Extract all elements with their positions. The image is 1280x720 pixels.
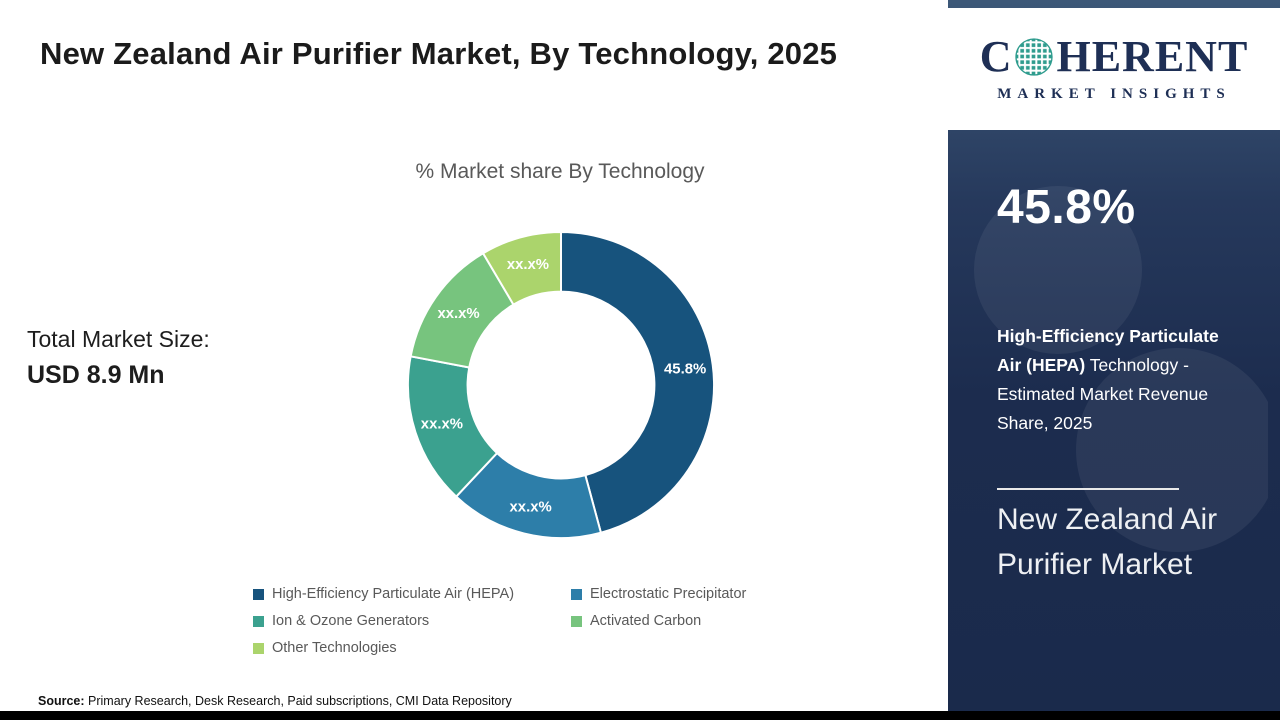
- source-text: Primary Research, Desk Research, Paid su…: [88, 694, 512, 708]
- legend-label: Ion & Ozone Generators: [272, 613, 430, 629]
- brand-logo: C HERENT MARKET INSIGHTS: [948, 8, 1280, 130]
- market-title: New Zealand Air Purifier Market: [997, 503, 1218, 581]
- donut-segment-5[interactable]: [481, 230, 562, 306]
- source-label: Source:: [38, 694, 85, 708]
- globe-icon: [1015, 38, 1054, 76]
- headline-stat-description: High-Efficiency Particulate Air (HEPA) T…: [997, 322, 1237, 438]
- page-title: New Zealand Air Purifier Market, By Tech…: [40, 36, 838, 71]
- legend-item-4[interactable]: Activated Carbon: [571, 613, 801, 629]
- world-map-texture: [974, 186, 1268, 552]
- legend-label: Other Technologies: [272, 640, 397, 656]
- chart-legend: High-Efficiency Particulate Air (HEPA) El…: [253, 586, 801, 656]
- logo-text-prefix: C: [979, 32, 1013, 81]
- stat-description-rest: Technology - Estimated Market Revenue Sh…: [997, 354, 1209, 433]
- donut-segment-label: xx.x%: [421, 417, 463, 433]
- legend-swatch: [571, 615, 582, 627]
- logo-text-suffix: HERENT: [1056, 32, 1249, 81]
- legend-label: High-Efficiency Particulate Air (HEPA): [272, 586, 515, 602]
- main-panel: New Zealand Air Purifier Market, By Tech…: [27, 36, 838, 708]
- legend-item-3[interactable]: Ion & Ozone Generators: [253, 613, 571, 629]
- donut-segment-label: xx.x%: [510, 499, 552, 515]
- donut-segment-label: xx.x%: [507, 257, 549, 273]
- source-line: Source: Primary Research, Desk Research,…: [38, 694, 512, 708]
- legend-label: Activated Carbon: [590, 613, 702, 629]
- total-market-block: Total Market Size: USD 8.9 Mn: [27, 326, 210, 390]
- legend-swatch: [253, 642, 264, 654]
- legend-swatch: [571, 588, 582, 600]
- legend-swatch: [253, 615, 264, 627]
- brand-logo-subtitle: MARKET INSIGHTS: [997, 86, 1231, 102]
- total-market-label: Total Market Size:: [27, 326, 210, 352]
- legend-item-2[interactable]: Electrostatic Precipitator: [571, 586, 801, 602]
- legend-swatch: [253, 588, 264, 600]
- sidebar-divider: [997, 488, 1179, 490]
- brand-logo-wordmark: C HERENT: [980, 35, 1249, 79]
- donut-chart-container: 45.8% xx.x% xx.x% xx.x% xx.x%: [402, 226, 720, 544]
- legend-item-1[interactable]: High-Efficiency Particulate Air (HEPA): [253, 586, 571, 602]
- total-market-value: USD 8.9 Mn: [27, 361, 165, 389]
- donut-chart: 45.8% xx.x% xx.x% xx.x% xx.x%: [406, 230, 715, 540]
- donut-segment-1[interactable]: [560, 230, 715, 534]
- legend-label: Electrostatic Precipitator: [590, 586, 747, 602]
- headline-stat: 45.8%: [997, 181, 1136, 234]
- donut-segment-label: xx.x%: [437, 306, 479, 322]
- bottom-accent-bar: [0, 711, 1280, 720]
- chart-subtitle: % Market share By Technology: [415, 160, 705, 183]
- stat-description-bold: High-Efficiency Particulate Air (HEPA): [997, 326, 1219, 375]
- donut-segment-label: 45.8%: [664, 361, 706, 377]
- legend-item-5[interactable]: Other Technologies: [253, 640, 571, 656]
- sidebar: C HERENT MARKET INSIGHTS 45.8% High-Effi…: [948, 0, 1280, 720]
